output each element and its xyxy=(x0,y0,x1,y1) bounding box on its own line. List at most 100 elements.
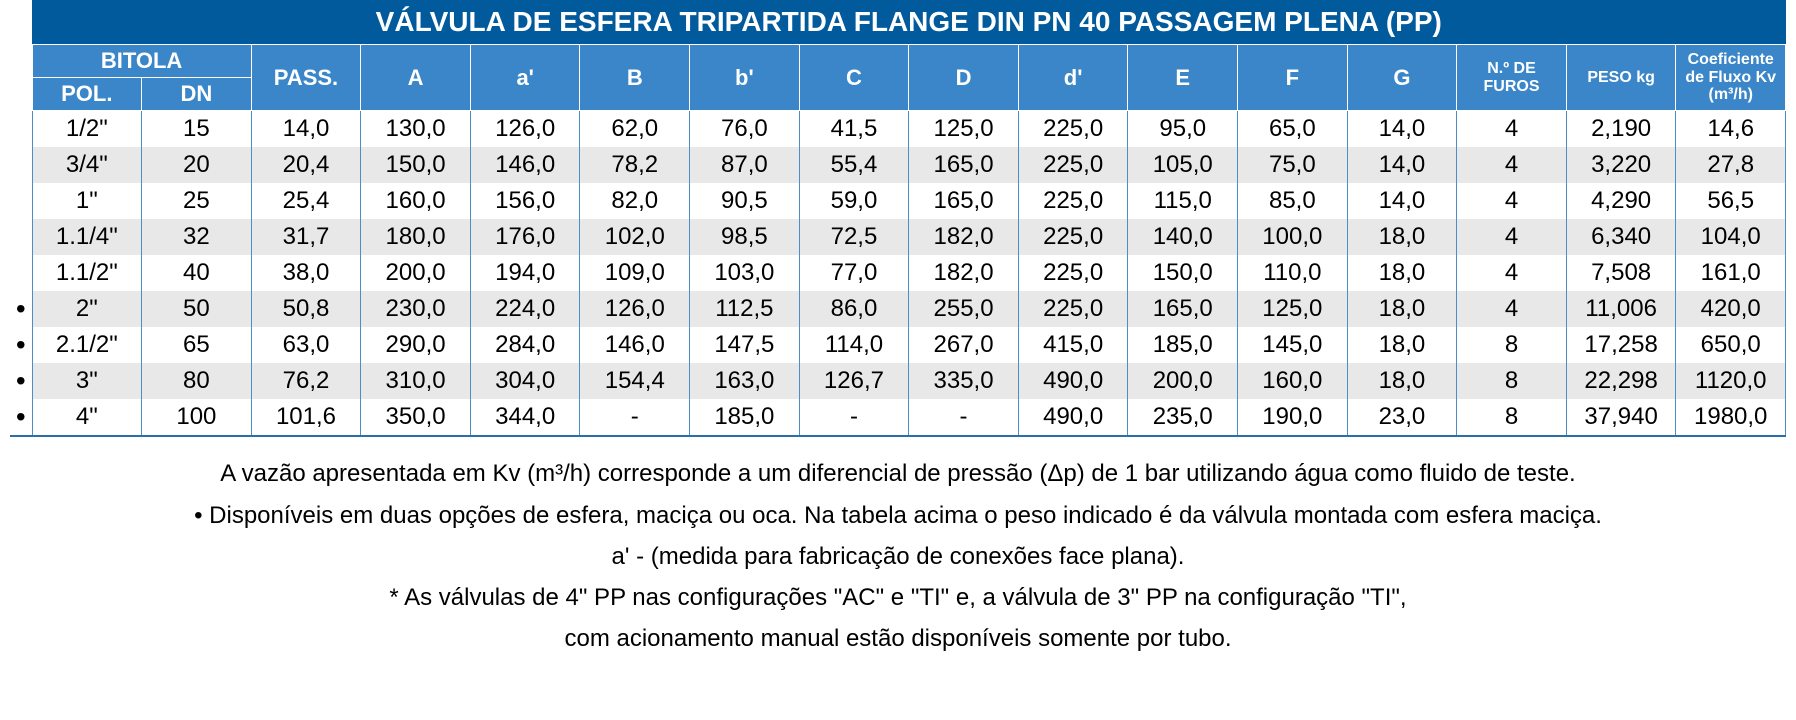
cell-kv: 56,5 xyxy=(1676,183,1786,219)
cell-pass: 101,6 xyxy=(251,399,361,436)
cell-dn: 40 xyxy=(142,255,252,291)
cell-C: 59,0 xyxy=(799,183,909,219)
cell-D: - xyxy=(909,399,1019,436)
col-b-prime: b' xyxy=(690,45,800,111)
cell-B: 146,0 xyxy=(580,327,690,363)
cell-kv: 650,0 xyxy=(1676,327,1786,363)
cell-furos: 8 xyxy=(1457,399,1567,436)
cell-C: 41,5 xyxy=(799,111,909,148)
cell-kv: 1980,0 xyxy=(1676,399,1786,436)
cell-bp: 76,0 xyxy=(690,111,800,148)
col-F: F xyxy=(1238,45,1348,111)
cell-A: 180,0 xyxy=(361,219,471,255)
cell-dp: 225,0 xyxy=(1018,111,1128,148)
cell-peso: 11,006 xyxy=(1566,291,1676,327)
cell-bp: 185,0 xyxy=(690,399,800,436)
cell-E: 165,0 xyxy=(1128,291,1238,327)
footnotes: A vazão apresentada em Kv (m³/h) corresp… xyxy=(10,455,1786,657)
cell-E: 150,0 xyxy=(1128,255,1238,291)
cell-furos: 8 xyxy=(1457,363,1567,399)
cell-furos: 4 xyxy=(1457,291,1567,327)
col-G: G xyxy=(1347,45,1457,111)
cell-B: 109,0 xyxy=(580,255,690,291)
table-row: 1.1/2"4038,0200,0194,0109,0103,077,0182,… xyxy=(10,255,1786,291)
cell-B: 154,4 xyxy=(580,363,690,399)
cell-pass: 38,0 xyxy=(251,255,361,291)
col-peso: PESO kg xyxy=(1566,45,1676,111)
cell-furos: 4 xyxy=(1457,111,1567,148)
cell-D: 125,0 xyxy=(909,111,1019,148)
cell-C: 72,5 xyxy=(799,219,909,255)
cell-dp: 490,0 xyxy=(1018,399,1128,436)
cell-F: 75,0 xyxy=(1238,147,1348,183)
cell-B: - xyxy=(580,399,690,436)
cell-kv: 14,6 xyxy=(1676,111,1786,148)
row-bullet xyxy=(10,219,32,255)
cell-A: 290,0 xyxy=(361,327,471,363)
cell-dn: 65 xyxy=(142,327,252,363)
cell-dn: 80 xyxy=(142,363,252,399)
cell-furos: 4 xyxy=(1457,255,1567,291)
row-bullet xyxy=(10,147,32,183)
cell-kv: 27,8 xyxy=(1676,147,1786,183)
cell-E: 185,0 xyxy=(1128,327,1238,363)
col-C: C xyxy=(799,45,909,111)
cell-ap: 344,0 xyxy=(470,399,580,436)
cell-peso: 2,190 xyxy=(1566,111,1676,148)
cell-E: 95,0 xyxy=(1128,111,1238,148)
cell-D: 165,0 xyxy=(909,147,1019,183)
row-bullet: • xyxy=(10,363,32,399)
col-coef: Coeficiente de Fluxo Kv (m³/h) xyxy=(1676,45,1786,111)
cell-pass: 31,7 xyxy=(251,219,361,255)
cell-F: 110,0 xyxy=(1238,255,1348,291)
cell-A: 150,0 xyxy=(361,147,471,183)
cell-dp: 225,0 xyxy=(1018,219,1128,255)
cell-bp: 147,5 xyxy=(690,327,800,363)
cell-ap: 126,0 xyxy=(470,111,580,148)
cell-B: 62,0 xyxy=(580,111,690,148)
col-A: A xyxy=(361,45,471,111)
col-B: B xyxy=(580,45,690,111)
cell-G: 14,0 xyxy=(1347,147,1457,183)
cell-C: 55,4 xyxy=(799,147,909,183)
cell-bp: 98,5 xyxy=(690,219,800,255)
row-bullet: • xyxy=(10,399,32,436)
cell-E: 115,0 xyxy=(1128,183,1238,219)
col-a-prime: a' xyxy=(470,45,580,111)
cell-bp: 90,5 xyxy=(690,183,800,219)
cell-D: 182,0 xyxy=(909,255,1019,291)
cell-A: 230,0 xyxy=(361,291,471,327)
cell-pol: 1" xyxy=(32,183,142,219)
cell-kv: 104,0 xyxy=(1676,219,1786,255)
cell-C: 86,0 xyxy=(799,291,909,327)
cell-pol: 2" xyxy=(32,291,142,327)
table-row: 1"2525,4160,0156,082,090,559,0165,0225,0… xyxy=(10,183,1786,219)
cell-dp: 225,0 xyxy=(1018,255,1128,291)
cell-G: 14,0 xyxy=(1347,183,1457,219)
note-3: a' - (medida para fabricação de conexões… xyxy=(10,538,1786,575)
table-row: •4"100101,6350,0344,0-185,0--490,0235,01… xyxy=(10,399,1786,436)
col-dn: DN xyxy=(142,78,252,111)
cell-dn: 25 xyxy=(142,183,252,219)
row-bullet xyxy=(10,111,32,148)
cell-ap: 304,0 xyxy=(470,363,580,399)
cell-C: 126,7 xyxy=(799,363,909,399)
cell-C: 77,0 xyxy=(799,255,909,291)
cell-F: 190,0 xyxy=(1238,399,1348,436)
cell-C: 114,0 xyxy=(799,327,909,363)
cell-F: 125,0 xyxy=(1238,291,1348,327)
col-E: E xyxy=(1128,45,1238,111)
cell-furos: 4 xyxy=(1457,183,1567,219)
row-bullet: • xyxy=(10,291,32,327)
cell-F: 85,0 xyxy=(1238,183,1348,219)
cell-furos: 4 xyxy=(1457,147,1567,183)
note-1: A vazão apresentada em Kv (m³/h) corresp… xyxy=(10,455,1786,492)
row-bullet: • xyxy=(10,327,32,363)
cell-furos: 8 xyxy=(1457,327,1567,363)
table-row: •2.1/2"6563,0290,0284,0146,0147,5114,026… xyxy=(10,327,1786,363)
cell-dn: 20 xyxy=(142,147,252,183)
cell-bp: 163,0 xyxy=(690,363,800,399)
cell-G: 18,0 xyxy=(1347,255,1457,291)
cell-F: 160,0 xyxy=(1238,363,1348,399)
note-4: * As válvulas de 4" PP nas configurações… xyxy=(10,579,1786,616)
